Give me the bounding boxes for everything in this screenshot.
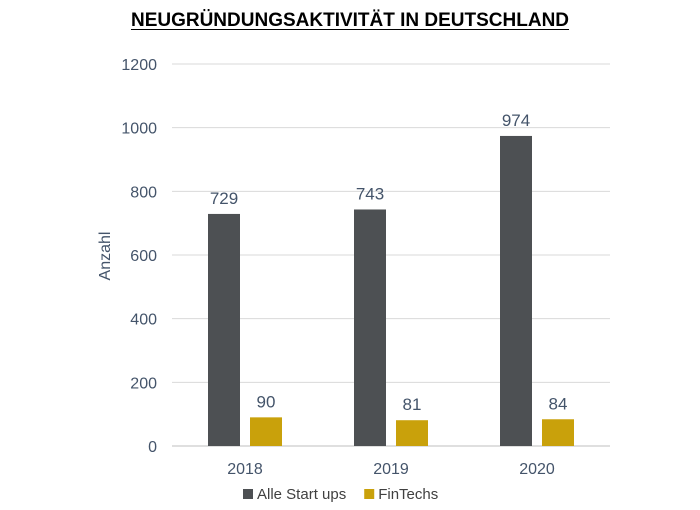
legend: Alle Start ups FinTechs bbox=[243, 486, 438, 503]
bar bbox=[542, 419, 574, 446]
legend-label: Alle Start ups bbox=[257, 486, 346, 503]
y-tick-labels: 0 200 400 600 800 1000 1200 bbox=[121, 57, 157, 456]
x-tick-label: 2019 bbox=[373, 461, 409, 478]
legend-swatch bbox=[364, 489, 375, 499]
chart-title: NEUGRÜNDUNGSAKTIVITÄT IN DEUTSCHLAND bbox=[130, 10, 570, 31]
data-label: 81 bbox=[403, 395, 422, 414]
bar bbox=[500, 135, 532, 446]
bar bbox=[396, 420, 428, 446]
x-tick-labels: 2018 2019 2020 bbox=[227, 461, 555, 478]
legend-swatch bbox=[243, 489, 253, 499]
y-tick-label: 200 bbox=[130, 375, 157, 392]
bar bbox=[354, 209, 386, 446]
gridlines bbox=[172, 63, 610, 447]
y-axis-label: Anzahl bbox=[97, 232, 114, 281]
y-tick-label: 0 bbox=[148, 439, 157, 456]
bar bbox=[250, 417, 282, 446]
data-label: 974 bbox=[502, 111, 530, 130]
x-tick-label: 2020 bbox=[519, 461, 555, 478]
y-tick-label: 1200 bbox=[121, 57, 157, 74]
data-labels: 729 90 743 81 974 84 bbox=[210, 111, 568, 414]
bars bbox=[208, 135, 574, 446]
data-label: 84 bbox=[549, 394, 568, 413]
legend-label: FinTechs bbox=[378, 486, 438, 503]
bar bbox=[208, 213, 240, 446]
x-tick-label: 2018 bbox=[227, 461, 263, 478]
data-label: 90 bbox=[257, 392, 276, 411]
y-tick-label: 400 bbox=[130, 312, 157, 329]
data-label: 729 bbox=[210, 189, 238, 208]
y-tick-label: 1000 bbox=[121, 121, 157, 138]
y-tick-label: 600 bbox=[130, 248, 157, 265]
y-tick-label: 800 bbox=[130, 184, 157, 201]
data-label: 743 bbox=[356, 184, 384, 203]
